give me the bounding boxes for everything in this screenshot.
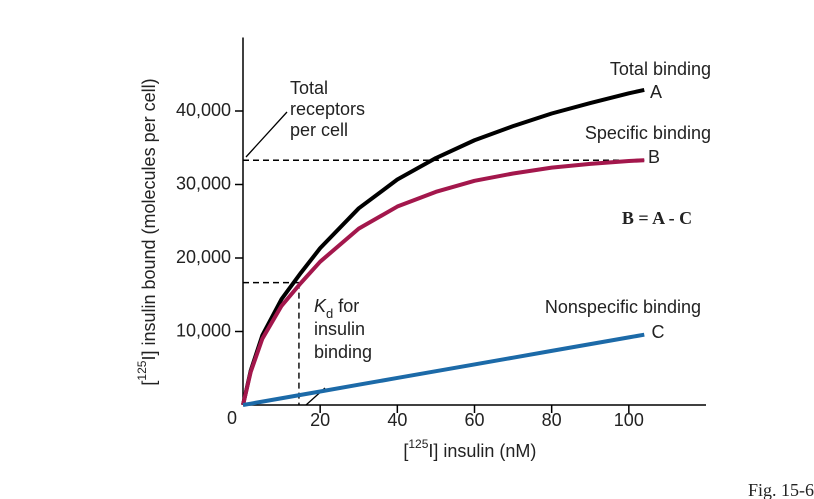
y-tick-label: 20,000 — [176, 247, 231, 267]
equation: B = A - C — [622, 208, 692, 228]
y-tick-label: 40,000 — [176, 100, 231, 120]
series-letter: A — [650, 82, 662, 102]
ylabel-part: I] insulin bound (molecules per cell) — [139, 78, 159, 360]
y-tick-label: 10,000 — [176, 320, 231, 340]
x-tick-label: 20 — [310, 410, 330, 430]
kd-k: K — [314, 296, 327, 316]
x-tick-label: 60 — [464, 410, 484, 430]
series-name: Specific binding — [585, 123, 711, 143]
series-line — [242, 332, 645, 407]
x-tick-label: 100 — [614, 410, 644, 430]
y-tick-label: 30,000 — [176, 173, 231, 193]
ylabel: [125I] insulin bound (molecules per cell… — [135, 78, 159, 385]
series-letter: C — [652, 322, 665, 342]
x-tick-label: 40 — [387, 410, 407, 430]
xlabel-part: I] insulin (nM) — [428, 441, 536, 461]
y-tick-label: 0 — [227, 408, 237, 428]
callout-line — [245, 111, 288, 158]
ylabel-part: 125 — [135, 360, 149, 380]
annotation: receptors — [290, 99, 365, 119]
annotation: Kd for — [314, 296, 359, 321]
kd-line: for — [333, 296, 359, 316]
xlabel: [125I] insulin (nM) — [403, 437, 536, 461]
xlabel-part: [ — [403, 441, 408, 461]
xlabel-part: 125 — [408, 437, 428, 451]
annotation: per cell — [290, 120, 348, 140]
series-line — [241, 158, 645, 406]
ylabel-part: [ — [139, 381, 159, 386]
series-letter: B — [648, 147, 660, 167]
x-tick-label: 80 — [542, 410, 562, 430]
annotation: insulin — [314, 319, 365, 339]
footer: Fig. 15-6 (I — [748, 480, 814, 499]
series-line — [241, 87, 645, 406]
kd-sub: d — [326, 306, 333, 321]
annotation: Total — [290, 78, 328, 98]
annotation: binding — [314, 342, 372, 362]
series-name: Nonspecific binding — [545, 297, 701, 317]
series-name: Total binding — [610, 59, 711, 79]
